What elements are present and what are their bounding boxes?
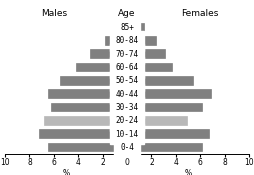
Text: Age: Age (118, 9, 136, 18)
Bar (48, 143, 127, 152)
Bar (44, 116, 127, 125)
Bar (127, 103, 203, 112)
Text: 60-64: 60-64 (115, 63, 139, 72)
Bar (127, 76, 194, 86)
Text: %: % (62, 169, 70, 175)
Bar (127, 143, 203, 152)
Bar (76, 63, 127, 72)
Bar (127, 23, 145, 32)
Text: Females: Females (181, 9, 219, 18)
Bar (90, 50, 127, 59)
Text: 50-54: 50-54 (115, 76, 139, 85)
Text: 80-84: 80-84 (115, 36, 139, 46)
Bar (127, 63, 173, 72)
Text: 85+: 85+ (120, 23, 134, 32)
Bar (48, 89, 127, 99)
Bar (60, 76, 127, 86)
Bar (51, 103, 127, 112)
Bar (127, 36, 157, 46)
Bar (127, 50, 166, 59)
Text: 40-44: 40-44 (115, 90, 139, 99)
Text: %: % (184, 169, 192, 175)
Bar (127, 89, 212, 99)
Text: 0-4: 0-4 (120, 143, 134, 152)
Bar (127, 116, 188, 125)
Bar (39, 129, 127, 139)
Text: 30-34: 30-34 (115, 103, 139, 112)
Text: Males: Males (41, 9, 67, 18)
Text: 10-14: 10-14 (115, 130, 139, 139)
Bar (127, 129, 210, 139)
Text: 70-74: 70-74 (115, 50, 139, 59)
Text: 20-24: 20-24 (115, 116, 139, 125)
Bar (115, 23, 127, 32)
Bar (105, 36, 127, 46)
